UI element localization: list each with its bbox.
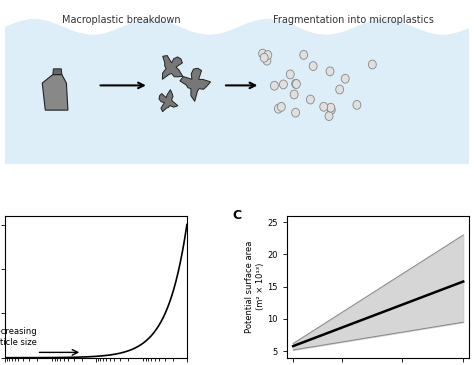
Circle shape bbox=[325, 112, 333, 120]
Circle shape bbox=[306, 95, 314, 104]
Circle shape bbox=[277, 103, 285, 111]
Y-axis label: Potential surface area
(m² × 10¹³): Potential surface area (m² × 10¹³) bbox=[246, 241, 265, 333]
Circle shape bbox=[286, 70, 294, 79]
Polygon shape bbox=[53, 69, 62, 74]
Circle shape bbox=[290, 90, 298, 99]
Circle shape bbox=[259, 49, 266, 58]
Text: Decreasing
particle size: Decreasing particle size bbox=[0, 327, 36, 347]
Circle shape bbox=[292, 79, 300, 88]
Text: Macroplastic breakdown: Macroplastic breakdown bbox=[62, 15, 180, 25]
Polygon shape bbox=[159, 90, 178, 112]
Circle shape bbox=[353, 100, 361, 109]
Circle shape bbox=[320, 102, 328, 111]
Circle shape bbox=[271, 81, 278, 90]
Circle shape bbox=[292, 80, 301, 88]
Circle shape bbox=[309, 62, 317, 70]
Polygon shape bbox=[180, 68, 210, 101]
Circle shape bbox=[292, 108, 300, 117]
Circle shape bbox=[264, 51, 272, 59]
Circle shape bbox=[328, 105, 335, 114]
Polygon shape bbox=[162, 55, 183, 79]
Text: C: C bbox=[232, 208, 242, 222]
Circle shape bbox=[300, 50, 308, 59]
Circle shape bbox=[326, 67, 334, 76]
Circle shape bbox=[274, 104, 283, 113]
Circle shape bbox=[260, 53, 268, 62]
Text: Fragmentation into microplastics: Fragmentation into microplastics bbox=[273, 15, 434, 25]
Circle shape bbox=[336, 85, 344, 94]
Polygon shape bbox=[42, 74, 68, 110]
Circle shape bbox=[280, 80, 287, 89]
Circle shape bbox=[368, 60, 376, 69]
Circle shape bbox=[327, 103, 335, 112]
Circle shape bbox=[263, 56, 271, 65]
Circle shape bbox=[341, 74, 349, 83]
